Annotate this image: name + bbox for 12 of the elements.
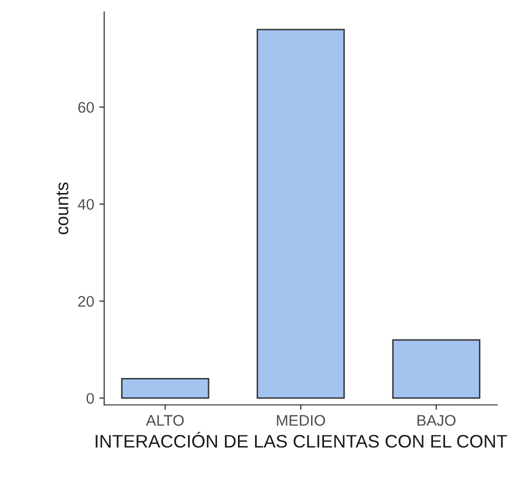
y-tick-label: 0 (86, 392, 94, 404)
x-axis-title: INTERACCIÓN DE LAS CLIENTAS CON EL CONT (96, 432, 507, 448)
bar (256, 28, 345, 399)
y-tick-label: 60 (78, 102, 94, 113)
bar (121, 378, 210, 399)
x-tick-label: BAJO (418, 415, 456, 426)
bar (392, 339, 480, 399)
y-tick-label: 20 (78, 296, 94, 307)
x-tick-label: ALTO (146, 415, 184, 426)
y-axis-title: counts (56, 182, 68, 234)
x-tick-label: MEDIO (276, 415, 326, 426)
y-tick-label: 40 (78, 198, 94, 210)
